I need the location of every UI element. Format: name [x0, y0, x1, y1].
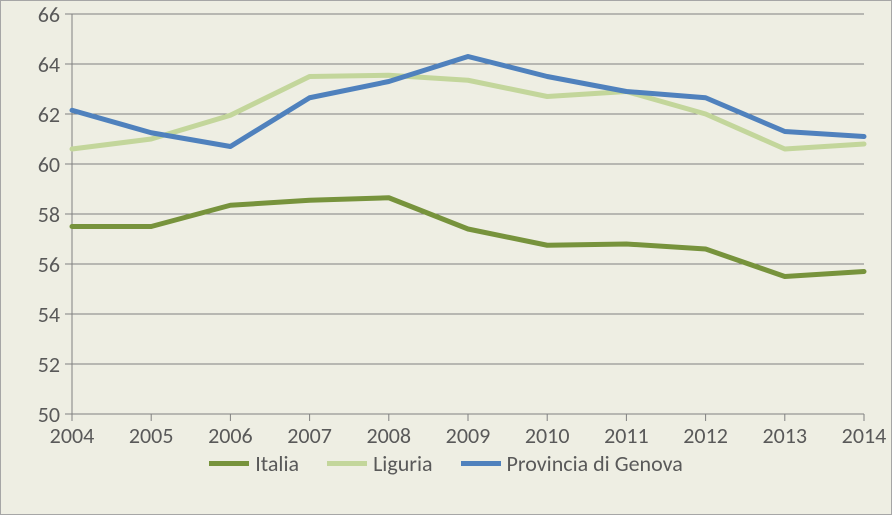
- legend-swatch: [209, 461, 249, 466]
- line-chart: 505254565860626466 200420052006200720082…: [0, 0, 892, 515]
- legend-label: Provincia di Genova: [507, 450, 683, 477]
- legend-item: Provincia di Genova: [461, 450, 683, 477]
- legend-item: Liguria: [327, 450, 432, 477]
- legend-swatch: [327, 461, 367, 466]
- legend-label: Italia: [255, 450, 299, 477]
- plot-area: [0, 0, 892, 515]
- legend: Italia Liguria Provincia di Genova: [0, 450, 892, 477]
- series-line: [72, 198, 864, 277]
- legend-item: Italia: [209, 450, 299, 477]
- legend-swatch: [461, 461, 501, 466]
- legend-label: Liguria: [373, 450, 432, 477]
